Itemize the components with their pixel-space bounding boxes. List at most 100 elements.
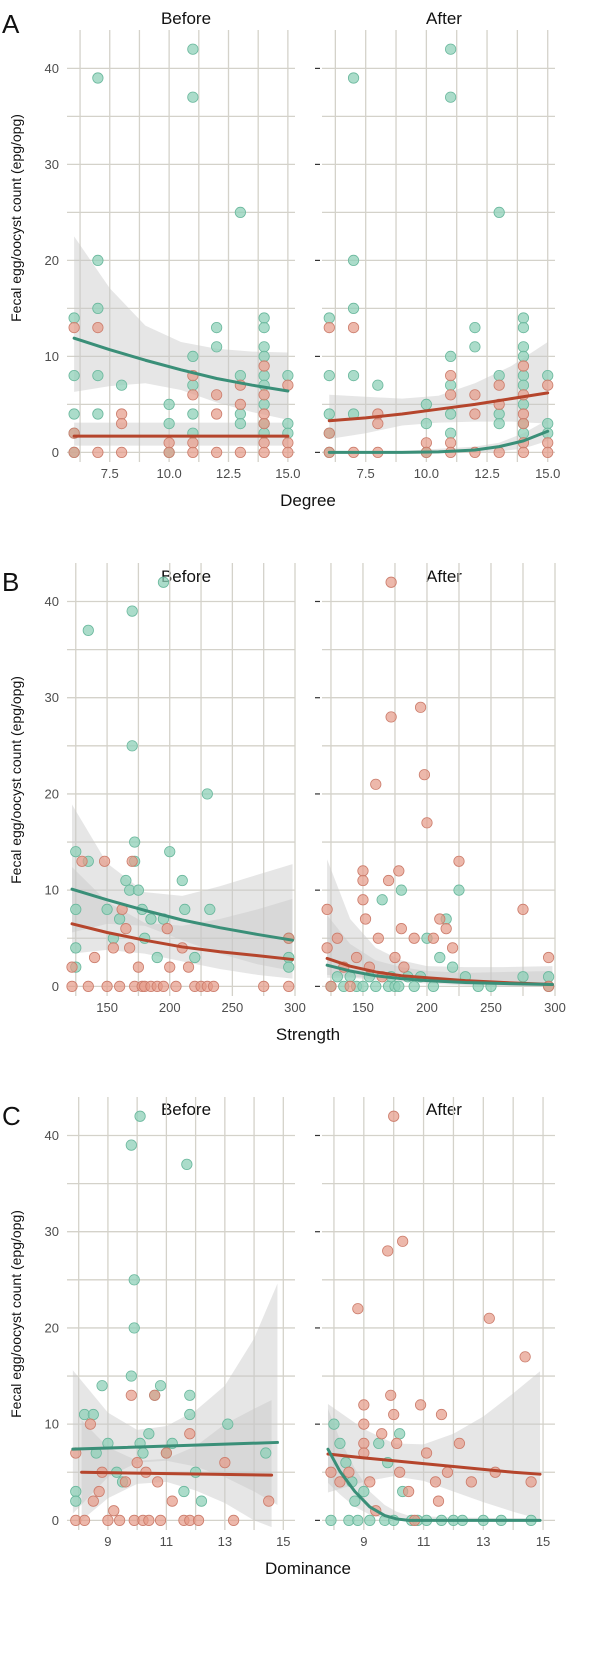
data-point-teal — [187, 43, 199, 55]
data-point-teal — [395, 884, 407, 896]
data-point-red — [357, 894, 369, 906]
data-point-teal — [101, 903, 113, 916]
data-point-teal — [282, 417, 294, 430]
x-tick-label: 12.5 — [216, 466, 241, 481]
data-point-red — [445, 369, 457, 382]
data-point-teal — [70, 846, 82, 858]
data-point-teal — [364, 1514, 376, 1526]
data-point-red — [370, 778, 382, 790]
data-point-red — [160, 1447, 172, 1459]
data-point-red — [114, 1514, 126, 1526]
data-point-teal — [120, 874, 132, 887]
data-point-teal — [68, 312, 80, 324]
data-point-red — [116, 446, 128, 458]
data-point-red — [124, 942, 136, 954]
data-point-teal — [517, 350, 530, 362]
data-point-teal — [163, 417, 175, 430]
data-point-red — [344, 980, 356, 992]
data-point-red — [350, 951, 363, 964]
data-point-red — [517, 408, 530, 420]
data-point-teal — [258, 341, 270, 353]
data-point-red — [234, 398, 246, 410]
data-point-teal — [445, 91, 457, 103]
data-point-red — [125, 1389, 137, 1401]
data-point-teal — [70, 903, 82, 916]
y-tick-label: 20 — [45, 253, 59, 268]
data-point-teal — [376, 894, 388, 906]
data-point-red — [93, 1485, 105, 1498]
data-point-red — [78, 1514, 91, 1526]
data-point-red — [66, 961, 78, 973]
data-point-red — [519, 1351, 531, 1363]
data-point-red — [440, 923, 452, 935]
y-tick-label: 30 — [45, 157, 59, 172]
data-point-red — [152, 1476, 164, 1488]
x-tick-label: 250 — [480, 1000, 502, 1015]
data-point-red — [92, 446, 104, 458]
data-point-teal — [427, 980, 439, 992]
data-point-red — [98, 855, 111, 867]
facet-title: Before — [161, 567, 211, 586]
data-point-red — [192, 1514, 205, 1526]
data-point-teal — [154, 1380, 167, 1392]
data-point-teal — [129, 836, 141, 848]
y-axis-title: Fecal egg/oocyst count (epg/opg) — [8, 676, 24, 884]
data-point-teal — [234, 206, 246, 218]
data-point-red — [157, 980, 170, 992]
y-tick-label: 10 — [45, 349, 59, 364]
data-point-teal — [116, 379, 128, 391]
data-point-teal — [92, 302, 104, 314]
confidence-band-teal — [329, 419, 548, 453]
data-point-red — [453, 855, 465, 867]
data-point-red — [182, 961, 195, 973]
data-point-red — [388, 1110, 400, 1122]
data-point-red — [334, 1476, 346, 1488]
x-tick-label: 13 — [476, 1534, 490, 1549]
data-point-teal — [373, 1437, 385, 1450]
y-tick-label: 10 — [45, 883, 59, 898]
data-point-teal — [92, 254, 104, 266]
data-point-teal — [187, 350, 199, 362]
x-tick-label: 200 — [416, 1000, 438, 1015]
fit-line-teal — [70, 887, 294, 942]
data-point-teal — [125, 1139, 137, 1151]
data-point-teal — [258, 398, 270, 410]
data-point-red — [359, 913, 372, 925]
x-tick-label: 200 — [159, 1000, 181, 1015]
gridlines — [67, 30, 295, 462]
panel-letter: B — [2, 567, 19, 597]
data-point-teal — [357, 980, 369, 992]
data-point-red — [347, 321, 360, 334]
data-point-red — [82, 980, 94, 992]
facet-title: After — [426, 567, 462, 586]
data-point-teal — [181, 1158, 193, 1170]
facet-before: Before 0 10 20 30 40 7.5 10.0 12.5 15.0 — [45, 9, 301, 481]
data-point-teal — [358, 1485, 370, 1498]
x-tick-label: 150 — [96, 1000, 118, 1015]
data-point-red — [414, 1399, 427, 1411]
data-point-red — [429, 1476, 442, 1488]
data-point-red — [211, 446, 223, 458]
data-point-teal — [96, 1380, 108, 1392]
fit-line-red — [70, 922, 294, 961]
data-point-teal — [201, 788, 213, 800]
y-tick-label: 40 — [45, 594, 59, 609]
data-point-teal — [187, 408, 199, 420]
data-point-red — [343, 1466, 355, 1478]
data-point-red — [154, 1514, 167, 1526]
y-tick-label: 0 — [52, 1513, 59, 1528]
data-point-red — [372, 417, 384, 430]
facet-title: After — [426, 9, 462, 28]
confidence-band-teal — [74, 236, 288, 420]
data-point-red — [258, 417, 270, 430]
data-point-teal — [82, 624, 94, 636]
facet-before: Before 0 10 20 30 40 9 11 13 15 — [45, 1097, 295, 1549]
data-point-teal — [323, 408, 335, 420]
data-point-teal — [258, 369, 270, 382]
data-point-red — [394, 1466, 406, 1478]
data-point-teal — [143, 1428, 155, 1440]
fit-line-red — [326, 1452, 542, 1476]
x-tick-label: 15 — [536, 1534, 550, 1549]
x-tick-label: 13 — [218, 1534, 232, 1549]
y-tick-label: 40 — [45, 1128, 59, 1143]
